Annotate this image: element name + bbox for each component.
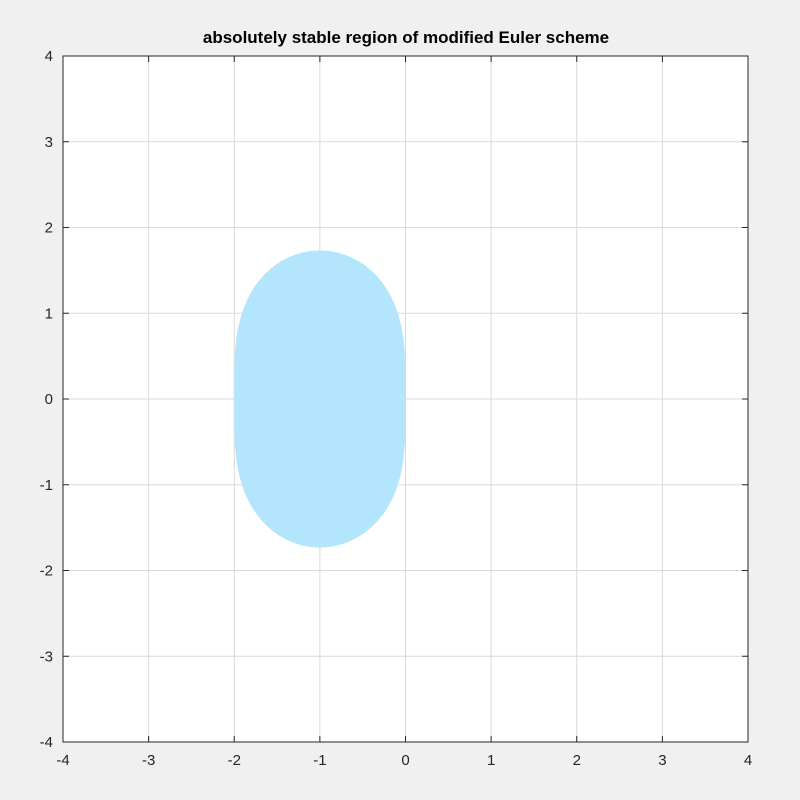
y-tick-label: 1 <box>45 305 53 322</box>
y-tick-label: -1 <box>40 477 53 494</box>
y-tick-label: 3 <box>45 134 53 151</box>
chart-title: absolutely stable region of modified Eul… <box>203 28 609 47</box>
x-tick-label: 1 <box>487 752 495 769</box>
x-tick-label: -1 <box>313 752 326 769</box>
y-tick-label: -2 <box>40 563 53 580</box>
x-tick-label: -4 <box>56 752 69 769</box>
y-tick-label: -4 <box>40 734 53 751</box>
plot-area: -4 -3 -2 -1 0 1 2 3 4 -4 -3 -2 -1 0 1 2 3 4 <box>40 48 753 769</box>
x-tick-label: 0 <box>401 752 409 769</box>
x-tick-label: 3 <box>658 752 666 769</box>
y-tick-label: 4 <box>45 48 53 65</box>
y-tick-label: -3 <box>40 648 53 665</box>
y-tick-label: 2 <box>45 220 53 237</box>
x-tick-label: 4 <box>744 752 752 769</box>
x-tick-label: -3 <box>142 752 155 769</box>
y-tick-label: 0 <box>45 391 53 408</box>
x-tick-label: -2 <box>228 752 241 769</box>
x-tick-label: 2 <box>573 752 581 769</box>
stability-region <box>234 250 406 548</box>
